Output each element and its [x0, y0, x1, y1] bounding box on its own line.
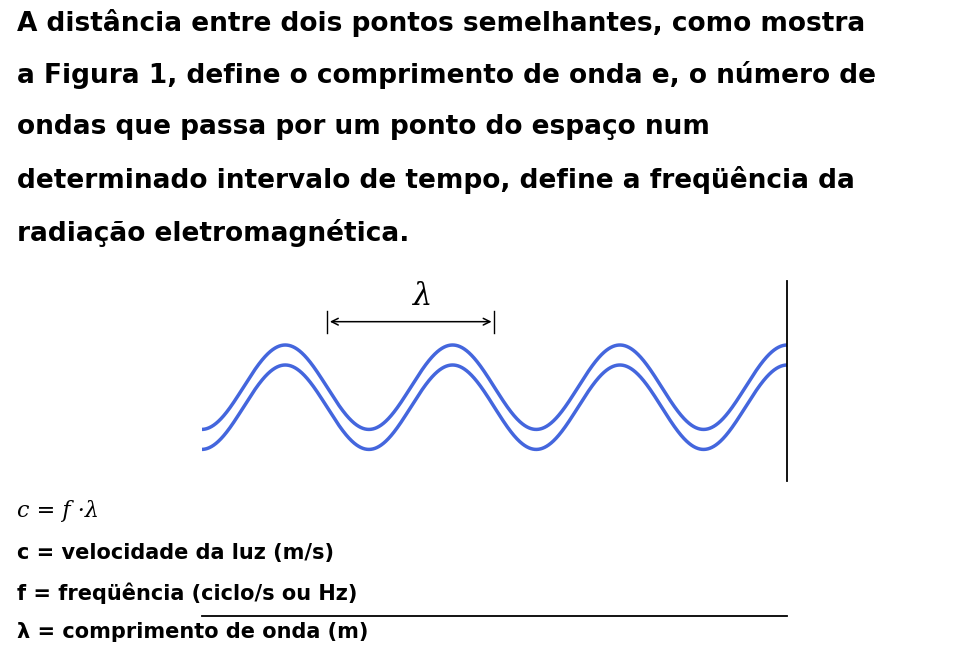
- Text: λ: λ: [413, 281, 432, 312]
- Text: f = freqüência (ciclo/s ou Hz): f = freqüência (ciclo/s ou Hz): [17, 582, 358, 604]
- Text: A distância entre dois pontos semelhantes, como mostra: A distância entre dois pontos semelhante…: [17, 8, 866, 37]
- Text: a Figura 1, define o comprimento de onda e, o número de: a Figura 1, define o comprimento de onda…: [17, 61, 876, 89]
- Text: c = velocidade da luz (m/s): c = velocidade da luz (m/s): [17, 543, 334, 563]
- Text: radiação eletromagnética.: radiação eletromagnética.: [17, 219, 410, 246]
- Text: c = f ·λ: c = f ·λ: [17, 501, 99, 522]
- Text: ondas que passa por um ponto do espaço num: ondas que passa por um ponto do espaço n…: [17, 114, 710, 139]
- Text: determinado intervalo de tempo, define a freqüência da: determinado intervalo de tempo, define a…: [17, 166, 855, 194]
- Text: λ = comprimento de onda (m): λ = comprimento de onda (m): [17, 622, 369, 642]
